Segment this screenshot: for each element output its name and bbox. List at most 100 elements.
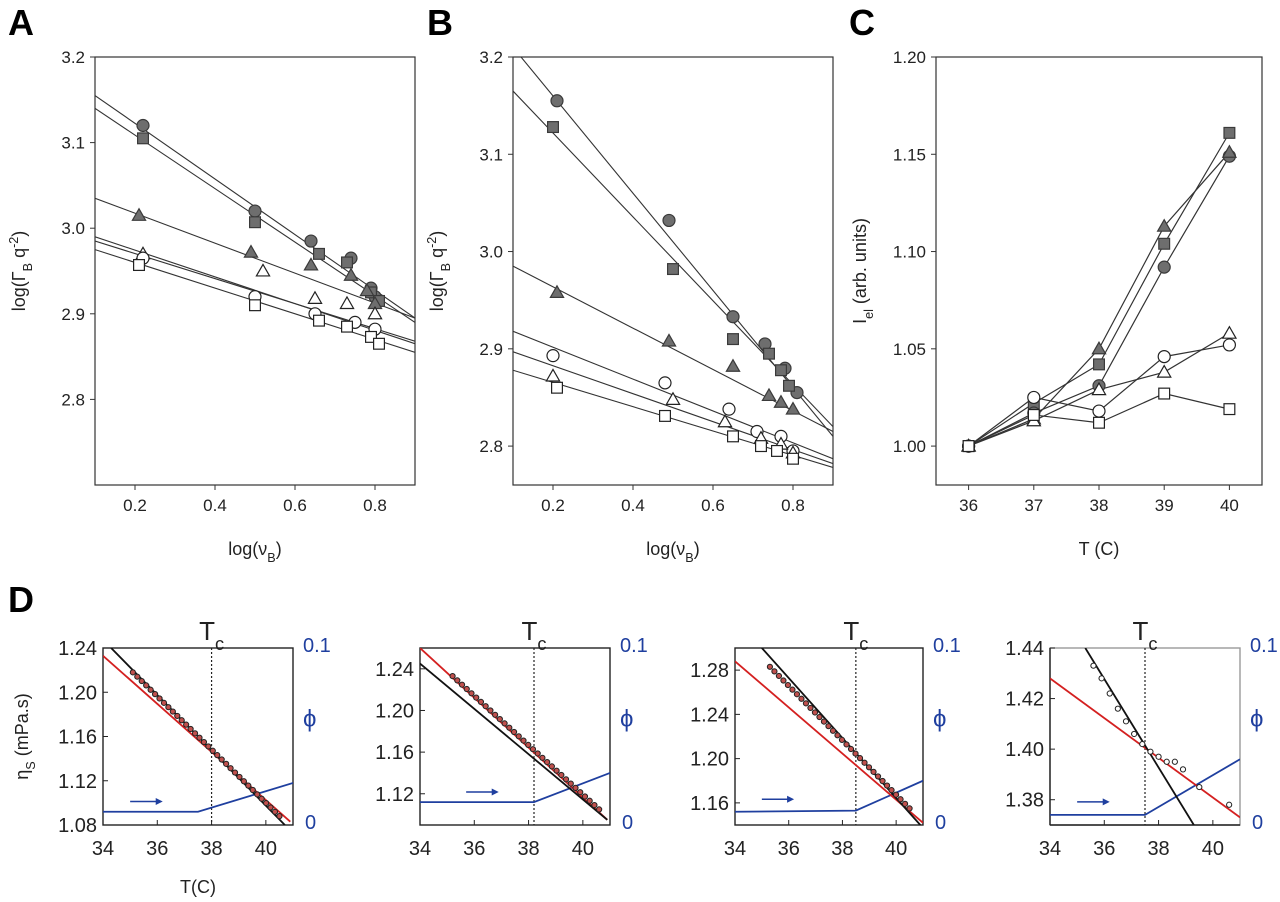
- tc-label: Tc: [843, 616, 868, 654]
- data-point: [775, 672, 783, 680]
- data-point: [798, 695, 805, 702]
- y-tick-label: 2.9: [61, 305, 85, 324]
- black-fit-line: [420, 662, 608, 821]
- x-tick-label: 36: [146, 838, 168, 860]
- data-point: [143, 682, 150, 689]
- data-point: [183, 721, 190, 728]
- phi-tick-label: 0.1: [620, 635, 648, 657]
- data-point: [1090, 662, 1097, 669]
- data-point: [492, 711, 499, 718]
- data-point: [271, 808, 279, 815]
- data-point: [510, 728, 518, 736]
- marker-square: [770, 444, 783, 457]
- marker-square: [1223, 126, 1236, 139]
- data-point: [473, 694, 480, 701]
- y-tick-label: 1.16: [690, 793, 729, 815]
- data-point: [577, 789, 584, 796]
- y-tick-label: 1.42: [1005, 689, 1044, 711]
- phi-axis-label: ϕ: [303, 706, 316, 733]
- y-tick-label: 1.20: [893, 48, 926, 67]
- x-tick-label: 38: [1147, 838, 1169, 860]
- data-point: [165, 704, 172, 711]
- phi-tick-label: 0.1: [303, 635, 331, 657]
- x-tick-label: 38: [831, 838, 853, 860]
- data-point: [160, 699, 168, 706]
- phi-line: [1050, 758, 1240, 816]
- y-tick-label: 1.08: [58, 815, 97, 837]
- x-tick-label: 40: [1220, 496, 1239, 515]
- data-point: [1139, 740, 1146, 748]
- phi-line: [420, 772, 610, 803]
- data-point: [178, 717, 185, 724]
- series-line: [968, 151, 1230, 447]
- x-tick-label: 0.6: [701, 496, 725, 515]
- data-point: [169, 708, 176, 715]
- marker-square: [313, 247, 326, 260]
- y-tick-label: 1.10: [893, 243, 926, 262]
- marker-circle: [726, 310, 740, 324]
- marker-triangle: [725, 358, 741, 372]
- marker-circle: [1157, 260, 1171, 274]
- data-point: [223, 760, 230, 767]
- x-tick-label: 34: [409, 838, 431, 860]
- data-layer: [420, 648, 610, 825]
- x-tick-label: 34: [92, 838, 114, 860]
- tc-label: Tc: [1133, 616, 1158, 654]
- fit-line: [95, 197, 415, 319]
- data-point: [870, 768, 877, 775]
- data-point: [548, 763, 555, 770]
- y-tick-label: 3.2: [61, 48, 85, 67]
- marker-square: [313, 314, 326, 327]
- marker-circle: [248, 204, 262, 218]
- data-layer: [103, 648, 293, 825]
- y-tick-label: 1.15: [893, 145, 926, 164]
- marker-triangle: [343, 267, 359, 281]
- marker-circle: [722, 402, 736, 416]
- data-point: [1131, 730, 1138, 738]
- data-point: [187, 725, 194, 733]
- y-axis-label: Iel (arb. units): [850, 218, 876, 324]
- y-tick-label: 1.05: [893, 340, 926, 359]
- phi-line: [103, 782, 293, 813]
- marker-triangle: [1091, 341, 1107, 355]
- data-point: [1122, 718, 1130, 725]
- marker-square: [550, 381, 563, 394]
- marker-triangle: [717, 413, 733, 428]
- data-point: [449, 673, 456, 680]
- data-point: [856, 755, 864, 762]
- data-layer: [960, 126, 1238, 453]
- marker-circle: [1027, 390, 1041, 405]
- data-point: [227, 765, 234, 772]
- marker-circle: [304, 234, 318, 248]
- data-point: [263, 799, 270, 807]
- data-point: [811, 709, 819, 716]
- red-fit-line: [735, 660, 923, 824]
- y-tick-label: 1.44: [1005, 638, 1044, 660]
- marker-circle: [1157, 350, 1171, 364]
- data-point: [477, 698, 485, 706]
- phi-axis-label: ϕ: [1250, 706, 1263, 733]
- phi-tick-label: 0.1: [1250, 635, 1278, 657]
- data-point: [501, 720, 508, 727]
- y-tick-label: 1.38: [1005, 790, 1044, 812]
- plot-frame: [512, 56, 834, 486]
- data-point: [883, 782, 891, 789]
- marker-triangle: [131, 207, 147, 221]
- marker-triangle: [359, 282, 375, 297]
- data-point: [784, 681, 792, 689]
- marker-square: [658, 409, 671, 422]
- marker-triangle: [665, 391, 681, 405]
- data-point: [174, 712, 181, 720]
- data-point: [1155, 753, 1162, 760]
- subplot-1: 34 36 38 40 1.08 1.12 1.16 1.20 1.24 0.1 0 ϕ Tc: [58, 616, 331, 860]
- marker-triangle: [1221, 144, 1238, 158]
- marker-square: [373, 337, 386, 350]
- marker-square: [1223, 403, 1236, 416]
- phi-tick-label: 0.1: [933, 635, 961, 657]
- x-tick-label: 36: [959, 496, 978, 515]
- black-fit-line: [761, 648, 921, 825]
- data-point: [558, 771, 565, 779]
- x-axis-label: T(C): [180, 877, 216, 897]
- x-tick-label: 40: [885, 838, 907, 860]
